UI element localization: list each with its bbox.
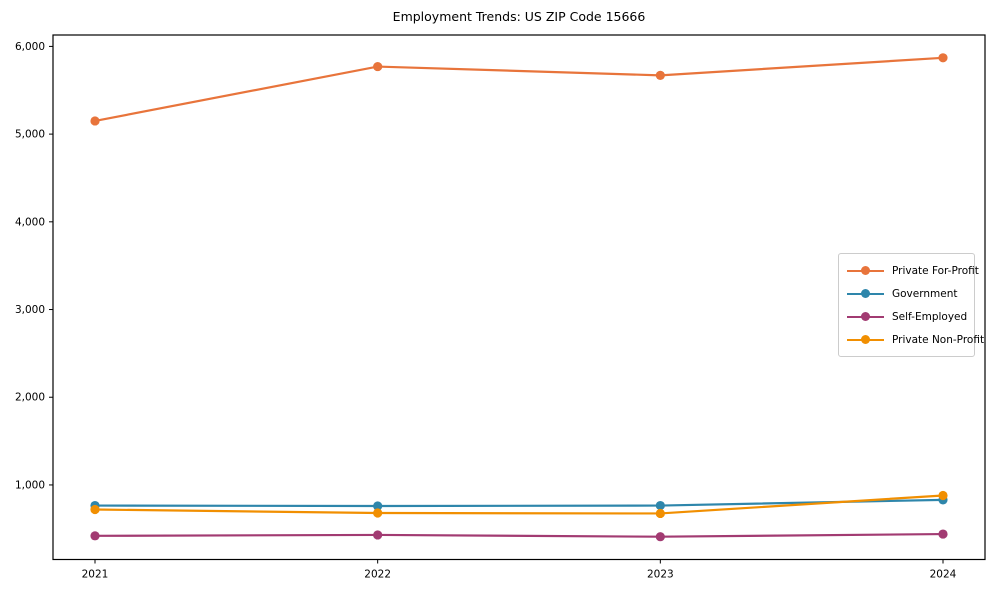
line-self-employed (94, 532, 944, 538)
legend-line-marker-icon (847, 288, 884, 299)
y-tick-label: 5,000 (15, 129, 45, 141)
y-tick-label: 4,000 (15, 216, 45, 228)
legend-label: Self-Employed (892, 310, 968, 323)
legend-label: Private For-Profit (892, 264, 979, 277)
marker-private-for-profit-2021 (90, 116, 100, 126)
y-tick-label: 2,000 (15, 392, 45, 404)
legend-line-marker-icon (847, 311, 884, 322)
legend-item-government: Government (847, 282, 966, 305)
y-tick-label: 1,000 (15, 479, 45, 491)
marker-private-for-profit-2024 (938, 53, 948, 63)
legend-line-marker-icon (847, 265, 884, 276)
y-tick-label: 3,000 (15, 304, 45, 316)
line-government (94, 498, 944, 508)
x-tick-label: 2021 (82, 569, 109, 581)
legend: Private For-Profit Government Self-Employe… (838, 253, 984, 357)
x-tick-label: 2022 (364, 569, 391, 581)
legend-item-self-employed: Self-Employed (847, 305, 968, 328)
marker-private-for-profit-2022 (373, 61, 383, 72)
chart-title: Employment Trends: US ZIP Code 15666 (392, 9, 646, 24)
marker-self-employed-2021 (90, 531, 100, 541)
marker-self-employed-2023 (655, 532, 665, 542)
marker-self-employed-2022 (373, 530, 383, 540)
marker-private-non-profit-2022 (373, 508, 383, 518)
line-private-for-profit (94, 56, 944, 123)
marker-government-2023 (655, 500, 665, 511)
marker-private-for-profit-2023 (655, 70, 665, 80)
marker-private-non-profit-2021 (90, 504, 100, 515)
x-tick-label: 2024 (930, 569, 957, 581)
marker-private-non-profit-2023 (655, 508, 665, 519)
x-tick-label: 2023 (647, 569, 674, 581)
marker-government-2022 (373, 501, 383, 511)
legend-label: Private Non-Profit (892, 333, 985, 346)
legend-item-private-for-profit: Private For-Profit (847, 259, 979, 282)
line-private-non-profit (94, 494, 944, 515)
y-tick-label: 6,000 (15, 41, 45, 53)
legend-label: Government (892, 287, 958, 300)
plot-border (52, 34, 986, 561)
legend-item-private-non-profit: Private Non-Profit (847, 328, 984, 351)
marker-self-employed-2024 (938, 529, 948, 539)
marker-private-non-profit-2024 (938, 490, 948, 501)
legend-line-marker-icon (847, 334, 884, 345)
